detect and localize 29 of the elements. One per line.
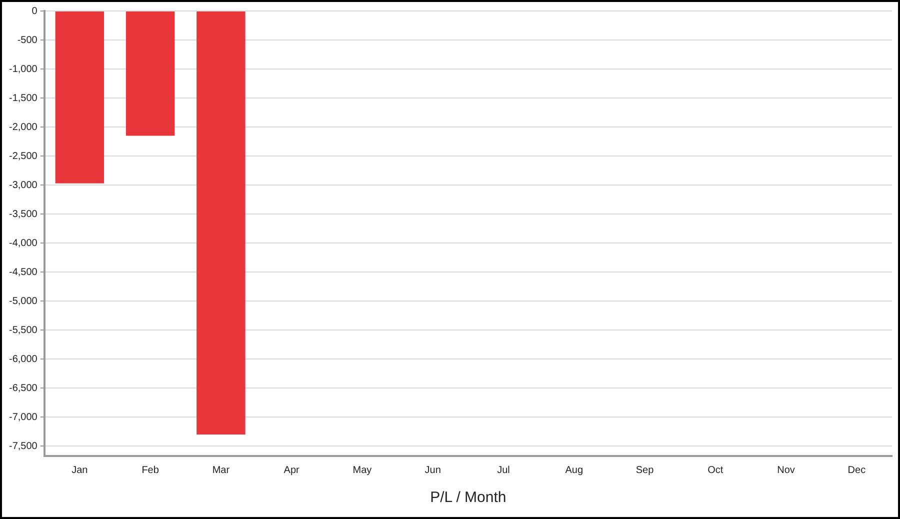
y-tick-label: -7,000 [8, 412, 38, 423]
x-tick-label: Mar [212, 464, 230, 476]
y-tick-label: -3,500 [8, 208, 38, 220]
y-tick-label: -1,500 [8, 92, 38, 104]
x-tick-label: Oct [708, 464, 724, 476]
x-tick-label: Nov [777, 464, 795, 476]
y-tick-label: -4,000 [8, 238, 38, 249]
x-tick-label: Jul [497, 464, 510, 476]
y-tick-label: -5,000 [8, 296, 38, 307]
y-tick-label: -5,500 [8, 324, 38, 336]
y-tick-label: -4,500 [8, 266, 38, 278]
y-tick-label: -2,500 [8, 150, 38, 162]
y-tick-label: 0 [32, 6, 38, 17]
x-tick-label: Apr [284, 464, 300, 476]
x-tick-label: Aug [565, 464, 584, 476]
x-tick-label: Jun [424, 464, 441, 476]
x-tick-label: Feb [142, 464, 160, 476]
x-tick-label: Dec [848, 464, 866, 476]
x-tick-label: May [352, 464, 372, 476]
y-tick-label: -7,500 [8, 440, 38, 452]
y-tick-label: -2,000 [8, 122, 38, 133]
x-axis-title: P/L / Month [430, 489, 506, 506]
y-tick-label: -1,000 [8, 64, 38, 75]
x-tick-label: Sep [636, 464, 654, 476]
y-tick-label: -3,000 [8, 180, 38, 191]
y-tick-label: -6,000 [8, 354, 38, 365]
y-tick-label: -6,500 [8, 382, 38, 394]
y-tick-label: -500 [17, 34, 38, 46]
x-tick-label: Jan [72, 464, 88, 476]
